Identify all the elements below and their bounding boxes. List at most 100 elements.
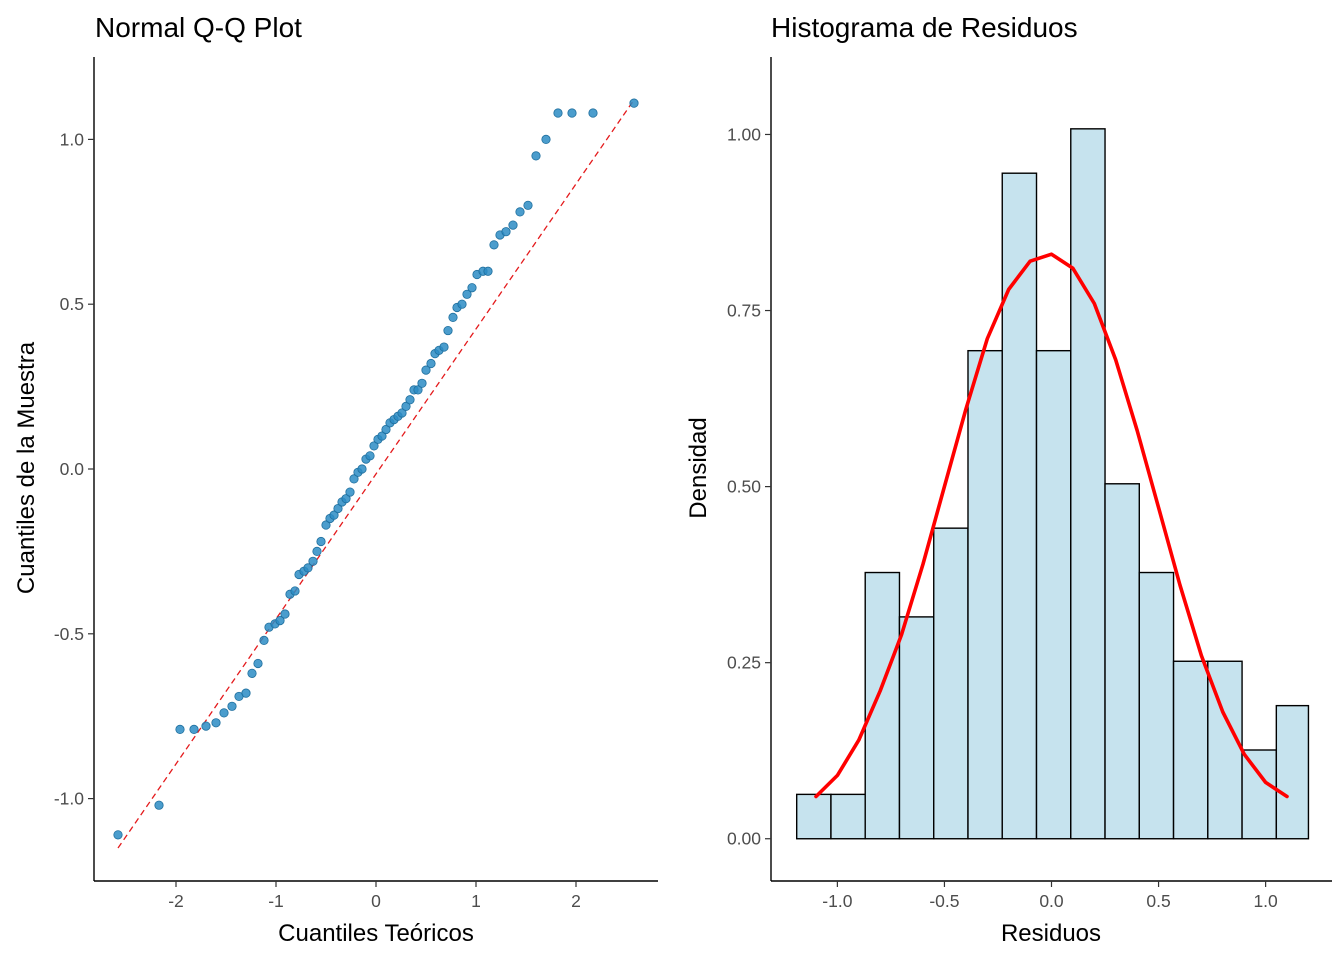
histogram-x-tick-label: -1.0: [822, 891, 852, 911]
qq-point: [501, 227, 511, 237]
qq-point: [483, 266, 493, 276]
qq-y-axis-title: Cuantiles de la Muestra: [13, 341, 40, 594]
qq-point: [515, 207, 525, 217]
qq-point: [280, 609, 290, 619]
qq-x-tick-label: -1: [268, 891, 284, 911]
qq-point: [401, 401, 411, 411]
qq-x-tick-label: 0: [371, 891, 381, 911]
qq-point: [448, 312, 458, 322]
qq-point: [405, 395, 415, 405]
qq-x-axis-title: Cuantiles Teóricos: [278, 920, 474, 947]
qq-point: [316, 536, 326, 547]
qq-point: [377, 431, 387, 441]
qq-point: [531, 151, 541, 161]
qq-point: [421, 365, 431, 375]
qq-point: [312, 546, 322, 557]
qq-point: [443, 325, 453, 336]
qq-point: [329, 510, 339, 520]
qq-point: [154, 800, 164, 810]
qq-point: [227, 701, 237, 711]
histogram-bar: [864, 571, 901, 840]
qq-point: [381, 424, 391, 435]
qq-point: [175, 724, 185, 734]
qq-point: [413, 385, 423, 395]
histogram-y-tick-label: 0.00: [727, 829, 761, 849]
qq-point: [201, 721, 211, 731]
qq-point: [290, 586, 300, 596]
qq-x-tick-label: 2: [571, 891, 581, 911]
histogram-bar: [1070, 128, 1106, 840]
histogram-ticks: -1.0 -0.5 0.0 0.5 1.0 0.00 0.25 0.50 0.75 1.00: [727, 124, 1278, 911]
qq-reference-line: [117, 99, 635, 849]
qq-y-tick-label: 0.5: [60, 294, 84, 314]
density-curve-group: [814, 252, 1289, 799]
qq-point: [629, 98, 639, 108]
qq-plot-title: Normal Q-Q Plot: [95, 12, 302, 43]
qq-point: [397, 408, 407, 418]
histogram-bar: [898, 616, 935, 840]
qq-point: [467, 283, 477, 293]
qq-point: [508, 220, 518, 230]
qq-point: [567, 108, 577, 118]
histogram-bar: [1172, 660, 1209, 840]
qq-reference-line-group: [117, 99, 635, 849]
qq-y-tick-label: -0.5: [54, 624, 84, 644]
qq-point: [457, 299, 467, 309]
histogram-bar: [795, 793, 832, 840]
histogram-x-tick-label: 0.5: [1146, 891, 1170, 911]
qq-point: [345, 487, 355, 497]
qq-point: [113, 830, 123, 840]
qq-point: [588, 108, 598, 118]
qq-point: [247, 668, 257, 678]
histogram-bar: [1138, 571, 1175, 840]
qq-point: [308, 556, 318, 566]
qq-point: [417, 378, 427, 388]
density-curve: [814, 252, 1289, 799]
histogram-bar: [933, 527, 969, 840]
histogram-x-tick-label: 0.0: [1039, 891, 1064, 911]
histogram-y-tick-label: 0.25: [727, 653, 761, 673]
histogram-title: Histograma de Residuos: [771, 12, 1078, 43]
qq-point: [439, 342, 449, 352]
qq-points: [113, 98, 639, 840]
qq-point: [462, 289, 472, 299]
histogram-bars: [795, 128, 1310, 840]
histogram-bar: [1001, 172, 1038, 840]
histogram-bar: [967, 349, 1003, 840]
qq-x-tick-label: -2: [168, 891, 184, 911]
qq-point: [365, 451, 375, 461]
qq-y-tick-label: 1.0: [60, 129, 85, 149]
qq-point: [211, 718, 221, 728]
qq-point: [253, 658, 263, 669]
qq-point: [357, 464, 367, 474]
qq-point: [259, 635, 269, 645]
qq-point: [369, 441, 379, 451]
qq-point: [275, 616, 285, 626]
qq-point: [341, 494, 351, 504]
qq-point: [541, 134, 551, 144]
qq-point: [321, 520, 331, 530]
qq-y-tick-label: 0.0: [60, 459, 85, 479]
qq-point: [189, 724, 199, 734]
qq-point: [349, 474, 359, 484]
histogram-x-tick-label: -0.5: [929, 891, 959, 911]
qq-point: [303, 563, 313, 573]
histogram-bar: [1035, 349, 1072, 840]
qq-point: [489, 240, 499, 250]
qq-point: [523, 200, 533, 210]
histogram-x-tick-label: 1.0: [1253, 891, 1278, 911]
qq-y-tick-label: -1.0: [54, 789, 84, 809]
qq-point: [219, 708, 229, 718]
histogram-y-tick-label: 0.75: [727, 301, 761, 321]
histogram-panel: Histograma de Residuos Residuos Densidad…: [685, 12, 1332, 947]
histogram-bar: [1241, 749, 1278, 840]
qq-x-tick-label: 1: [471, 891, 481, 911]
histogram-y-tick-label: 1.00: [727, 124, 761, 144]
qq-point: [333, 503, 343, 514]
histogram-y-tick-label: 0.50: [727, 477, 761, 497]
histogram-bar: [1275, 704, 1310, 840]
qq-plot-panel: Normal Q-Q Plot Cuantiles Teóricos Cuant…: [13, 12, 658, 947]
histogram-y-axis-title: Densidad: [685, 417, 712, 518]
